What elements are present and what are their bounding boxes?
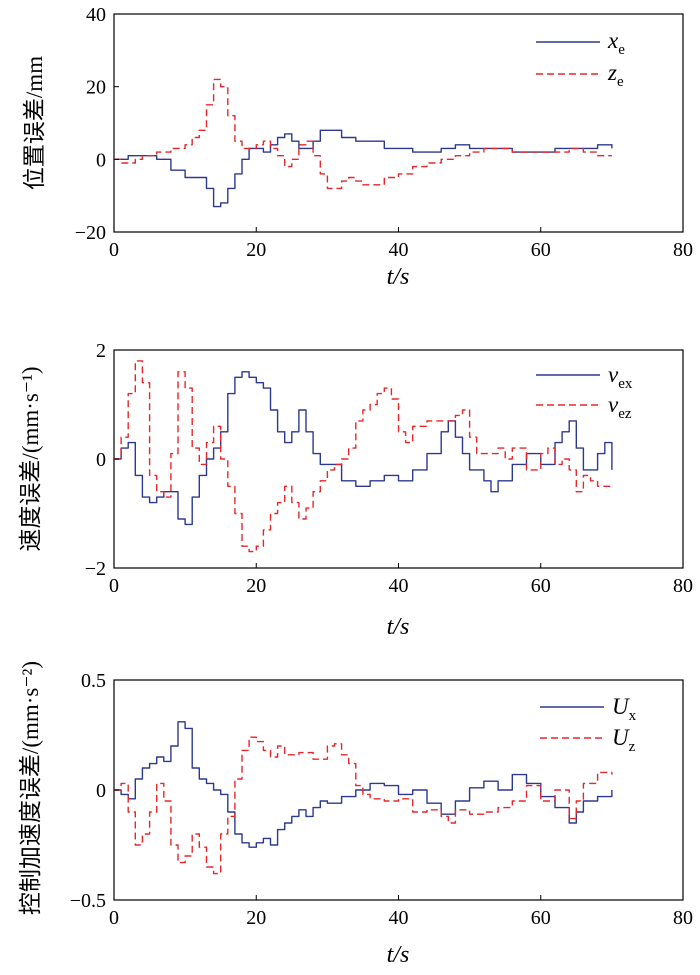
x-tick-label: 20 [246, 239, 266, 261]
y-tick-label: 2 [96, 340, 106, 362]
plot-frame [113, 13, 684, 233]
y-axis-label: 控制加速度误差/(mm·s⁻²) [18, 661, 43, 915]
legend-label-ze: ze [607, 60, 624, 90]
x-tick-label: 60 [531, 907, 551, 929]
legend: xe ze [536, 28, 625, 90]
legend-label-ux: Ux [612, 694, 637, 724]
x-tick-label: 80 [673, 907, 693, 929]
tick-layer: 0 20 40 60 80−0.500.5 [70, 670, 693, 929]
series-layer [114, 78, 613, 208]
x-axis-label: t/s [387, 942, 410, 968]
series-line-vez [114, 360, 612, 553]
legend-label-vez: vez [608, 392, 632, 422]
x-tick-label: 60 [531, 575, 551, 597]
legend: vex vez [536, 362, 633, 422]
x-axis-label: t/s [387, 264, 410, 290]
x-tick-label: 0 [109, 575, 119, 597]
y-tick-label: 0.5 [81, 670, 106, 692]
x-tick-label: 80 [673, 575, 693, 597]
y-tick-label: −2 [85, 558, 106, 580]
legend-label-vex: vex [608, 362, 633, 392]
series-layer [114, 721, 613, 875]
y-axis-label: 速度误差/(mm·s⁻¹) [18, 366, 43, 551]
x-tick-label: 40 [389, 239, 409, 261]
series-line-xe [114, 129, 613, 208]
x-tick-label: 0 [109, 907, 119, 929]
y-tick-label: −0.5 [70, 890, 106, 912]
series-line-vex [114, 371, 613, 526]
y-tick-label: 0 [96, 449, 106, 471]
tick-layer: 0 20 40 60 80−202 [85, 340, 693, 597]
x-tick-label: 40 [389, 575, 409, 597]
legend-label-xe: xe [607, 28, 625, 58]
y-tick-label: 0 [96, 149, 106, 171]
x-tick-label: 60 [531, 239, 551, 261]
series-layer [114, 360, 613, 553]
legend-label-uz: Uz [612, 725, 636, 755]
x-tick-label: 20 [246, 575, 266, 597]
series-line-Uz [114, 736, 613, 875]
y-tick-label: 40 [86, 4, 106, 26]
x-tick-label: 80 [673, 239, 693, 261]
y-tick-label: 0 [96, 780, 106, 802]
series-line-ze [114, 78, 612, 190]
y-tick-label: 20 [86, 77, 106, 99]
series-line-Ux [114, 721, 613, 848]
y-axis-label: 位置误差/mm [22, 56, 47, 190]
panel-velocity-error: 0 20 40 60 80−202 速度误差/(mm·s⁻¹) t/s vex vez [18, 340, 693, 640]
y-tick-label: −20 [75, 222, 106, 244]
x-tick-label: 20 [246, 907, 266, 929]
legend: Ux Uz [540, 694, 637, 755]
x-tick-label: 0 [109, 239, 119, 261]
x-tick-label: 40 [389, 907, 409, 929]
panel-control-acceleration-error: 0 20 40 60 80−0.500.5 控制加速度误差/(mm·s⁻²) t/s U… [18, 661, 693, 968]
x-axis-label: t/s [387, 614, 410, 640]
